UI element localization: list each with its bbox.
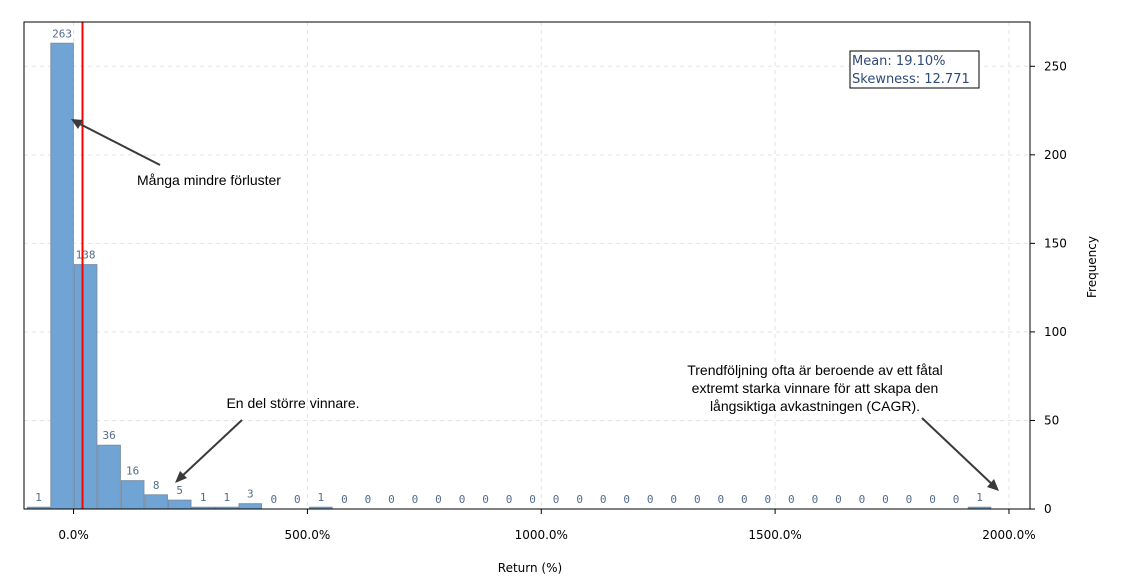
histogram-bar (73, 264, 98, 510)
bar-value-label: 0 (835, 493, 842, 506)
x-axis-title: Return (%) (498, 561, 562, 575)
stats-skewness-text: Skewness: 12.771 (852, 72, 970, 87)
annotation-text-trend-following-line1: Trendföljning ofta är beroende av ett få… (687, 362, 943, 378)
bar-value-label: 0 (882, 493, 889, 506)
bar-value-label: 1 (200, 491, 207, 504)
stats-box: Mean: 19.10% Skewness: 12.771 (849, 50, 980, 89)
y-axis-title: Frequency (1085, 236, 1099, 298)
annotation-arrowhead-trend-following (987, 479, 999, 491)
annotation-trend-following: Trendföljning ofta är beroende av ett få… (687, 362, 999, 491)
x-tick-label: 2000.0% (982, 528, 1035, 542)
bar-value-label: 0 (906, 493, 913, 506)
bar-value-label: 3 (247, 488, 254, 501)
bar-value-label: 0 (412, 493, 419, 506)
bar-value-label: 0 (365, 493, 372, 506)
bar-value-label: 0 (294, 493, 301, 506)
bar-value-label: 0 (694, 493, 701, 506)
plot-frame (23, 21, 1031, 510)
annotation-text-big-winners: En del större vinnare. (226, 395, 359, 411)
bar-value-label: 0 (623, 493, 630, 506)
annotation-arrowhead-small-losses (71, 119, 83, 129)
bar-value-label: 1 (318, 491, 325, 504)
histogram-bar (167, 499, 192, 510)
bar-value-label: 0 (506, 493, 513, 506)
bar-value-label: 0 (435, 493, 442, 506)
bar-value-label: 138 (76, 249, 96, 262)
bar-value-label: 0 (600, 493, 607, 506)
annotation-arrowhead-big-winners (175, 471, 187, 483)
histogram-bar (120, 480, 145, 510)
stats-box-border (849, 50, 980, 89)
annotation-arrow-big-winners (179, 419, 243, 479)
histogram-bars (26, 42, 992, 510)
histogram-bar (50, 42, 74, 510)
y-tick-label: 200 (1044, 148, 1067, 162)
y-tick-label: 0 (1044, 502, 1052, 516)
stats-mean-text: Mean: 19.10% (852, 54, 946, 69)
bar-value-label: 0 (576, 493, 583, 506)
annotation-arrow-trend-following (921, 417, 996, 488)
y-tick-label: 150 (1044, 236, 1067, 250)
bar-value-label: 0 (953, 493, 960, 506)
bar-value-label: 16 (126, 465, 139, 478)
annotation-big-winners: En del större vinnare. (175, 395, 360, 483)
annotation-text-trend-following-line2: extremt starka vinnare för att skapa den (692, 380, 939, 396)
x-tick-label: 500.0% (285, 528, 331, 542)
bar-value-label: 0 (929, 493, 936, 506)
x-tick-label: 1000.0% (515, 528, 568, 542)
annotation-text-trend-following-line3: långsiktiga avkastningen (CAGR). (710, 398, 920, 414)
bar-value-label: 1 (223, 491, 230, 504)
x-tick-label: 0.0% (58, 528, 89, 542)
bar-value-label: 0 (482, 493, 489, 506)
bar-value-label: 0 (553, 493, 560, 506)
bar-value-label: 0 (670, 493, 677, 506)
bar-value-label: 8 (153, 479, 160, 492)
histogram-bar (97, 444, 121, 510)
bar-value-label: 0 (741, 493, 748, 506)
bar-value-label: 1 (976, 491, 983, 504)
bar-value-labels: 1 263 138 36 16 8 5 1 1 3 0 0 1 0 0 0 0 0 0 0 0 0 0 0 0 0 0 0 0 0 0 0 0 0… (35, 27, 983, 506)
y-axis-ticks: 0 50 100 150 200 250 (1030, 59, 1067, 516)
bar-value-label: 263 (52, 27, 72, 40)
y-tick-label: 100 (1044, 325, 1067, 339)
bar-value-label: 0 (647, 493, 654, 506)
annotation-arrow-small-losses (75, 121, 161, 166)
bar-value-label: 0 (812, 493, 819, 506)
y-tick-label: 250 (1044, 59, 1067, 73)
bar-value-label: 0 (459, 493, 466, 506)
bar-value-label: 1 (35, 491, 42, 504)
bar-value-label: 0 (341, 493, 348, 506)
histogram-bar (144, 494, 168, 510)
x-tick-label: 1500.0% (748, 528, 801, 542)
annotation-small-losses: Många mindre förluster (71, 119, 281, 188)
bar-value-label: 0 (529, 493, 536, 506)
bar-value-label: 0 (765, 493, 772, 506)
bar-value-label: 36 (103, 429, 116, 442)
histogram-bar (238, 503, 263, 510)
grid-lines (24, 22, 1030, 510)
bar-value-label: 0 (388, 493, 395, 506)
bar-value-label: 0 (788, 493, 795, 506)
bar-value-label: 0 (271, 493, 278, 506)
x-axis-ticks: 0.0% 500.0% 1000.0% 1500.0% 2000.0% (58, 509, 1036, 542)
bar-value-label: 0 (717, 493, 724, 506)
bar-value-label: 5 (176, 484, 183, 497)
y-tick-label: 50 (1044, 413, 1059, 427)
bar-value-label: 0 (859, 493, 866, 506)
annotation-text-small-losses: Många mindre förluster (137, 172, 281, 188)
